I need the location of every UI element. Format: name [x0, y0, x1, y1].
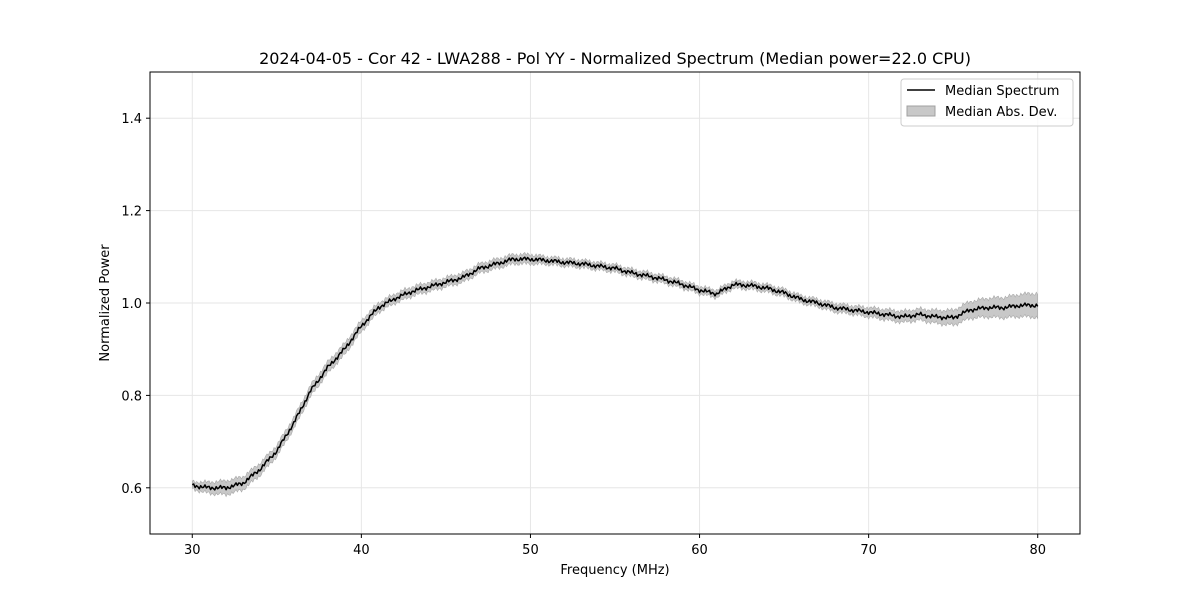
- x-tick-label: 80: [1029, 543, 1046, 558]
- x-tick-label: 40: [353, 543, 370, 558]
- legend-box: [900, 78, 1074, 127]
- y-tick-label: 1.2: [121, 205, 142, 220]
- x-tick-label: 30: [184, 543, 201, 558]
- y-tick-label: 1.4: [121, 112, 142, 127]
- y-axis-label: Normalized Power: [98, 244, 113, 362]
- legend-label-median-abs-dev: Median Abs. Dev.: [945, 105, 1057, 120]
- x-tick-label: 70: [860, 543, 877, 558]
- mad-band-layer: [192, 252, 1038, 498]
- median-abs-dev-band: [192, 252, 1038, 498]
- y-tick-label: 0.8: [121, 389, 142, 404]
- legend-band-swatch: [906, 105, 936, 117]
- legend: Median Spectrum Median Abs. Dev.: [900, 78, 1074, 127]
- y-tick-label: 0.6: [121, 482, 142, 497]
- median-line-layer: [191, 256, 1039, 491]
- legend-label-median-spectrum: Median Spectrum: [945, 84, 1059, 99]
- median-spectrum-line: [191, 256, 1039, 491]
- x-tick-label: 50: [522, 543, 539, 558]
- axis-ticks: 30 40 50 60 70 80 0.6 0.8 1.0 1.2 1.4: [121, 112, 1046, 558]
- x-axis-label: Frequency (MHz): [560, 563, 669, 578]
- x-tick-label: 60: [691, 543, 708, 558]
- chart-title: 2024-04-05 - Cor 42 - LWA288 - Pol YY - …: [259, 49, 971, 68]
- y-tick-label: 1.0: [121, 297, 142, 312]
